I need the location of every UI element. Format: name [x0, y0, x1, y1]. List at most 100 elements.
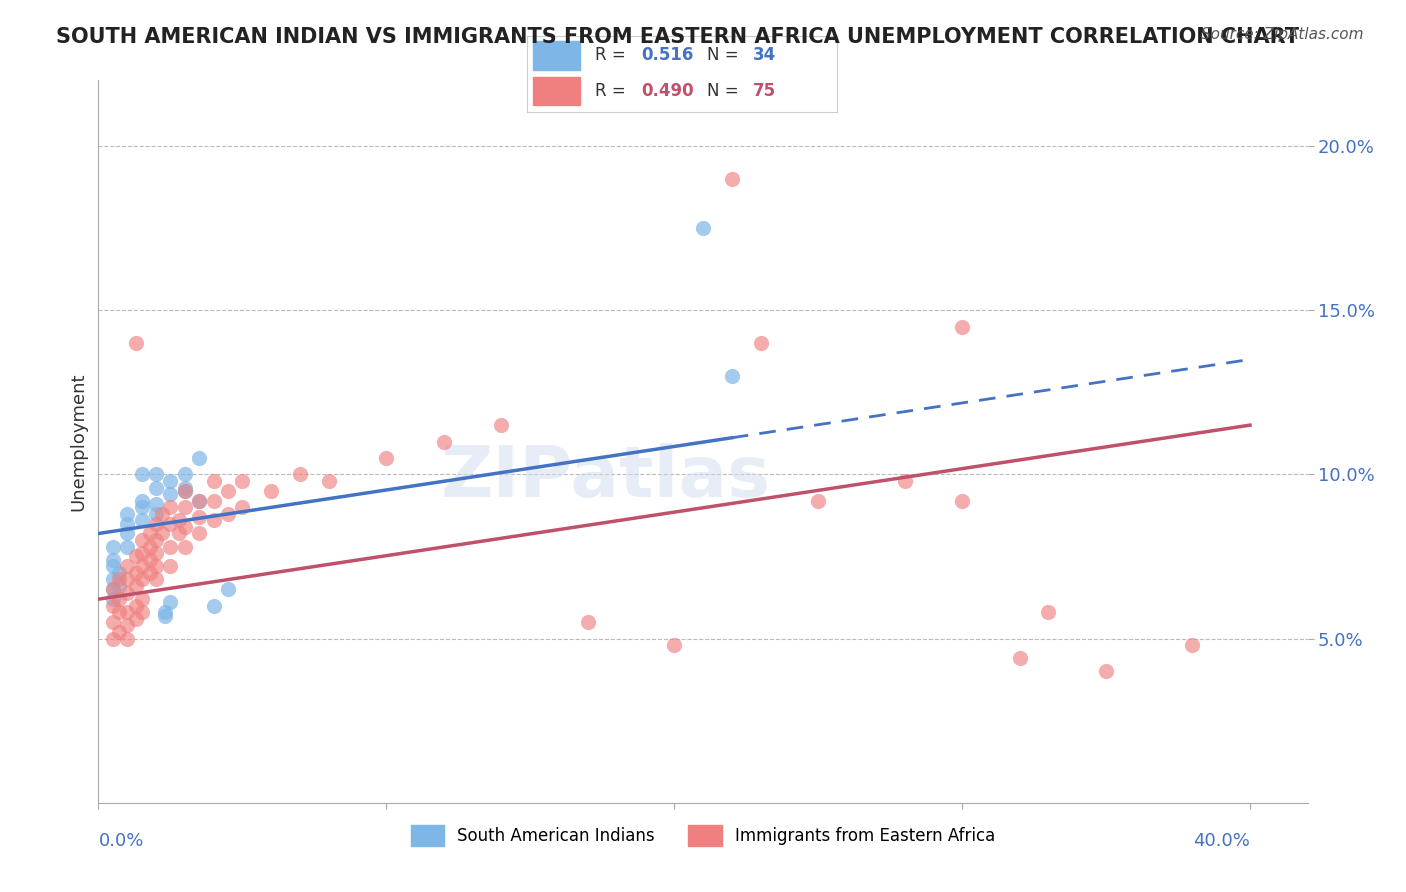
Point [107, 592, 129, 607]
Point [188, 526, 211, 541]
Point [807, 493, 830, 508]
Point [720, 368, 742, 383]
Point [131, 592, 153, 607]
Text: 40.0%: 40.0% [1194, 831, 1250, 850]
Point [173, 520, 195, 534]
Point [145, 481, 167, 495]
Point [159, 474, 181, 488]
Point [125, 566, 148, 580]
Point [173, 467, 195, 482]
Point [125, 549, 148, 564]
Point [173, 483, 195, 498]
Point [692, 221, 714, 235]
Point [131, 467, 153, 482]
Point [139, 540, 162, 554]
Point [145, 497, 167, 511]
Point [101, 592, 124, 607]
Point [131, 605, 153, 619]
Point [115, 632, 138, 646]
Y-axis label: Unemployment: Unemployment [69, 372, 87, 511]
Point [202, 474, 225, 488]
Point [101, 582, 124, 597]
Text: 0.0%: 0.0% [98, 831, 143, 850]
Point [893, 474, 915, 488]
Text: SOUTH AMERICAN INDIAN VS IMMIGRANTS FROM EASTERN AFRICA UNEMPLOYMENT CORRELATION: SOUTH AMERICAN INDIAN VS IMMIGRANTS FROM… [56, 27, 1299, 46]
Point [153, 605, 176, 619]
Point [125, 579, 148, 593]
Point [131, 513, 153, 527]
Point [150, 526, 173, 541]
Point [576, 615, 599, 630]
Point [131, 493, 153, 508]
Point [188, 493, 211, 508]
Point [188, 493, 211, 508]
Point [167, 513, 190, 527]
Point [173, 500, 195, 515]
Point [173, 481, 195, 495]
Point [1095, 665, 1118, 679]
Legend: South American Indians, Immigrants from Eastern Africa: South American Indians, Immigrants from … [404, 819, 1002, 852]
Point [131, 546, 153, 560]
Point [131, 559, 153, 574]
Text: 0.516: 0.516 [641, 46, 695, 64]
Text: N =: N = [707, 46, 744, 64]
Point [145, 559, 167, 574]
Text: R =: R = [595, 82, 631, 100]
Point [145, 507, 167, 521]
Point [260, 483, 283, 498]
Point [1038, 605, 1060, 619]
Point [115, 585, 138, 599]
Point [231, 474, 253, 488]
Point [145, 573, 167, 587]
Bar [533, 41, 579, 70]
Point [150, 507, 173, 521]
Text: ZIPatlas: ZIPatlas [441, 443, 772, 512]
Point [115, 605, 138, 619]
Text: N =: N = [707, 82, 744, 100]
Point [145, 533, 167, 547]
Point [188, 450, 211, 465]
Point [107, 566, 129, 580]
Point [231, 500, 253, 515]
Point [173, 540, 195, 554]
Point [101, 632, 124, 646]
Point [101, 582, 124, 597]
Point [101, 553, 124, 567]
Point [153, 608, 176, 623]
Point [159, 500, 181, 515]
Text: 34: 34 [754, 46, 776, 64]
Point [125, 599, 148, 613]
Point [145, 546, 167, 560]
Point [950, 319, 973, 334]
Point [720, 171, 742, 186]
Point [139, 566, 162, 580]
Point [167, 526, 190, 541]
Point [131, 573, 153, 587]
Point [375, 450, 398, 465]
Point [125, 612, 148, 626]
Point [202, 493, 225, 508]
Point [125, 336, 148, 351]
Point [115, 507, 138, 521]
Point [101, 573, 124, 587]
Point [433, 434, 456, 449]
Point [202, 599, 225, 613]
Point [664, 638, 686, 652]
Point [139, 526, 162, 541]
Point [115, 516, 138, 531]
Point [173, 483, 195, 498]
Text: 0.490: 0.490 [641, 82, 695, 100]
Point [131, 500, 153, 515]
Point [1008, 651, 1031, 665]
Point [115, 573, 138, 587]
Point [318, 474, 340, 488]
Text: 75: 75 [754, 82, 776, 100]
Point [101, 559, 124, 574]
Point [159, 595, 181, 609]
Point [491, 418, 513, 433]
Bar [533, 77, 579, 105]
Text: Source: ZipAtlas.com: Source: ZipAtlas.com [1201, 27, 1364, 42]
Point [217, 483, 239, 498]
Point [107, 579, 129, 593]
Point [202, 513, 225, 527]
